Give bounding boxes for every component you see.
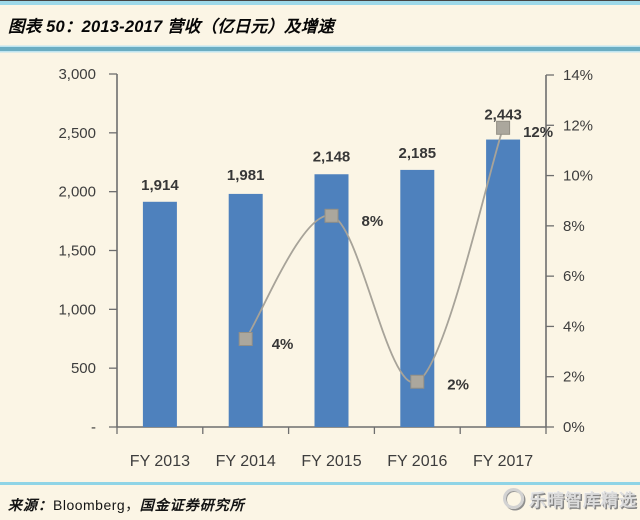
revenue-bar: [142, 201, 177, 427]
bar-value-label: 2,443: [484, 107, 522, 124]
watermark: 乐晴智库精选: [503, 486, 637, 511]
growth-line: [244, 127, 504, 384]
right-axis-tick-label: 12%: [563, 117, 593, 134]
right-axis-tick-label: 14%: [563, 67, 593, 84]
x-axis-category-label: FY 2017: [473, 453, 533, 470]
growth-marker: [238, 332, 253, 346]
growth-value-label: 8%: [362, 213, 384, 230]
x-axis-category-label: FY 2013: [130, 453, 190, 470]
right-axis-tick-label: 8%: [563, 218, 585, 235]
chart-title: 图表 50：2013-2017 营收（亿日元）及增速: [8, 18, 335, 36]
footer-separator-line: [0, 482, 640, 485]
left-axis-tick-label: 3,000: [58, 66, 96, 83]
bar-value-label: 2,185: [399, 145, 437, 162]
left-axis-tick-label: 1,000: [58, 301, 96, 318]
bar-value-label: 1,914: [141, 177, 179, 194]
watermark-text: 乐晴智库精选: [529, 491, 637, 510]
growth-marker: [410, 374, 425, 389]
revenue-bar: [228, 193, 263, 427]
bar-value-label: 1,981: [227, 167, 265, 184]
source-caption: 来源：Bloomberg，国金证券研究所: [8, 495, 245, 515]
source-institution: 国金证券研究所: [139, 499, 245, 514]
growth-value-label: 12%: [523, 124, 553, 141]
bar-value-label: 2,148: [313, 148, 351, 165]
growth-marker: [324, 208, 339, 223]
right-axis-tick-label: 2%: [563, 369, 585, 386]
left-axis-tick-label: 2,000: [58, 184, 96, 201]
watermark-logo-icon: [503, 488, 524, 509]
top-border-dark-line: [0, 0, 640, 1]
title-underline: [0, 47, 640, 51]
right-axis-tick-label: 0%: [563, 419, 585, 436]
left-axis-tick-label: 500: [71, 360, 96, 377]
top-border-accent-line: [0, 1, 640, 5]
x-axis-category-label: FY 2015: [301, 453, 361, 470]
right-axis-tick-label: 4%: [563, 318, 585, 335]
right-axis-tick-label: 10%: [563, 168, 593, 185]
growth-marker: [496, 120, 511, 135]
source-label: 来源：: [8, 499, 53, 514]
x-axis-category-label: FY 2014: [216, 453, 276, 470]
right-axis-tick-label: 6%: [563, 268, 585, 285]
source-name: Bloomberg，: [53, 497, 140, 513]
growth-value-label: 4%: [272, 336, 294, 353]
left-axis-tick-label: 2,500: [58, 125, 96, 142]
x-axis-category-label: FY 2016: [387, 453, 447, 470]
left-axis-tick-label: 1,500: [58, 243, 96, 260]
growth-value-label: 2%: [447, 377, 469, 394]
left-axis-tick-label: -: [91, 419, 96, 436]
revenue-bar: [486, 139, 521, 427]
